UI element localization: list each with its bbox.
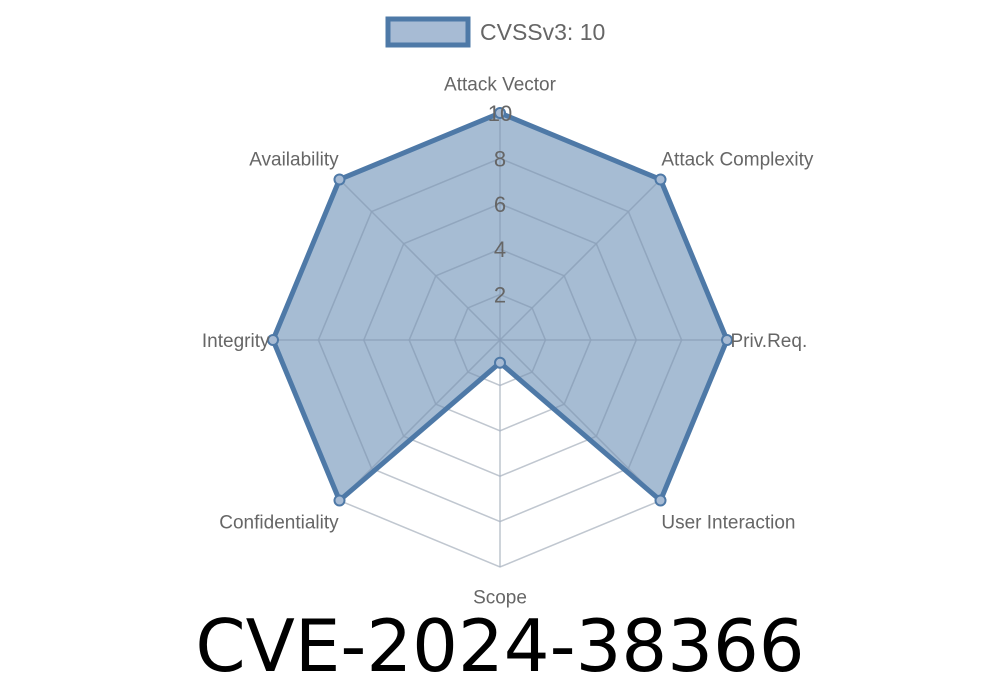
axis-label: User Interaction [661, 512, 795, 533]
grid-spoke-overlay [499, 339, 662, 502]
series-area [273, 113, 727, 501]
data-point [333, 173, 346, 186]
grid-spoke-overlay [499, 178, 662, 341]
data-point [654, 173, 667, 186]
grid-ring-overlay [408, 248, 592, 432]
data-point [494, 107, 506, 119]
data-point [654, 494, 667, 507]
legend-swatch [385, 16, 471, 48]
tick-label: 2 [494, 283, 506, 308]
tick-label: 4 [494, 237, 506, 262]
grid-spoke-overlay [338, 339, 501, 502]
grid-ring-overlay [453, 293, 547, 387]
axis-label: Priv.Req. [731, 331, 808, 352]
grid-ring-overlay [362, 202, 638, 478]
legend-label: CVSSv3: 10 [480, 19, 605, 45]
data-point [267, 334, 279, 346]
data-point [721, 334, 733, 346]
axis-label: Attack Vector [444, 74, 557, 95]
tick-label: 6 [494, 192, 506, 217]
data-point [333, 494, 346, 507]
grid-spoke-overlay [338, 178, 501, 341]
chart-title: CVE-2024-38366 [195, 604, 805, 688]
data-point [494, 356, 506, 369]
axis-label: Integrity [202, 331, 270, 352]
tick-label: 8 [494, 146, 506, 171]
grid-ring-overlay [317, 157, 683, 523]
axis-label: Confidentiality [219, 512, 339, 533]
axis-label: Attack Complexity [661, 150, 814, 171]
axis-label: Availability [249, 150, 339, 171]
tick-label: 10 [488, 101, 512, 126]
axis-label: Scope [473, 588, 527, 609]
